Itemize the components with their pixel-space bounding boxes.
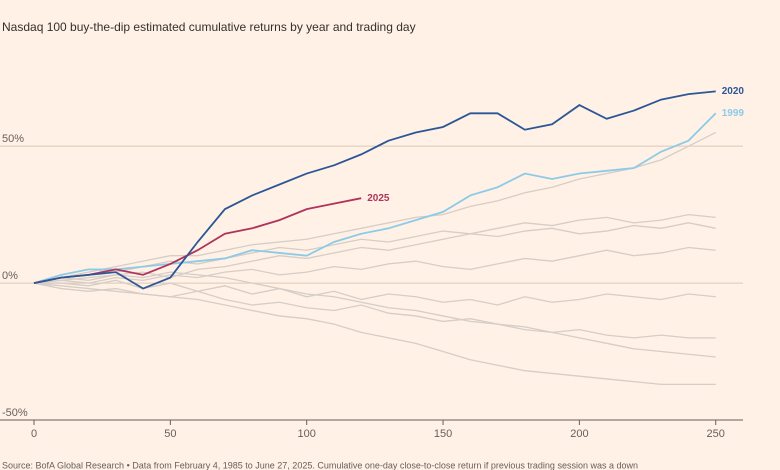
x-tick-label: 150 (434, 428, 452, 440)
series-label: 2020 (722, 86, 745, 97)
series-label: 1999 (722, 108, 745, 119)
series-line (33, 282, 716, 339)
x-tick-label: 250 (707, 428, 725, 440)
x-tick-label: 0 (31, 428, 37, 440)
chart-source: Source: BofA Global Research • Data from… (2, 460, 638, 470)
series-line (33, 131, 717, 284)
x-tick-label: 200 (570, 428, 588, 440)
series-line (33, 246, 716, 284)
series-line (33, 90, 716, 290)
y-tick-label: 50% (2, 133, 24, 145)
x-tick-label: 100 (298, 428, 316, 440)
series-label: 2025 (367, 193, 390, 204)
y-tick-label: -50% (2, 407, 28, 419)
series-line (33, 112, 717, 284)
x-tick-label: 50 (164, 428, 176, 440)
series-line (33, 271, 716, 358)
y-tick-label: 0% (2, 270, 18, 282)
series-line (33, 282, 716, 386)
chart-subtitle: Nasdaq 100 buy-the-dip estimated cumulat… (2, 20, 416, 34)
